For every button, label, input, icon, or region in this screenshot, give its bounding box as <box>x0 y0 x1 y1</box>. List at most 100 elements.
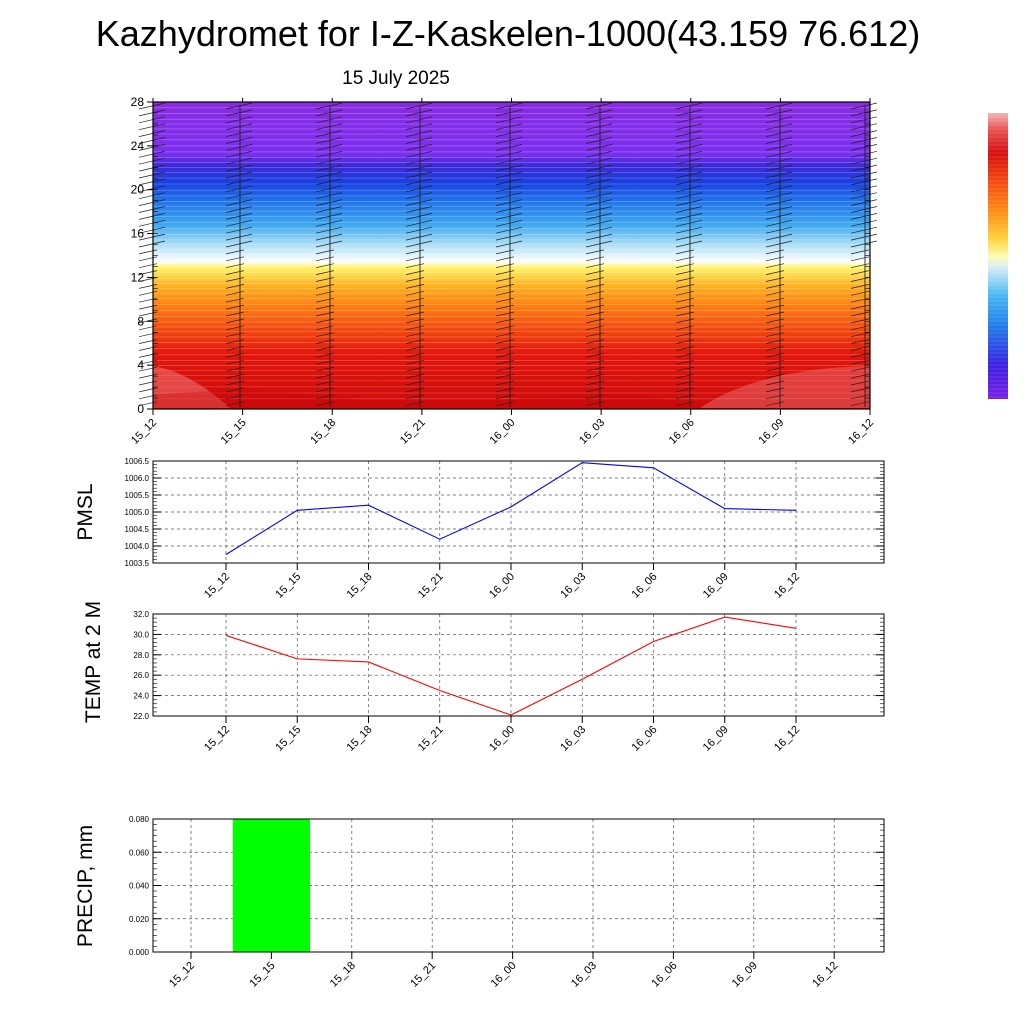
barb-flag <box>315 394 335 400</box>
barb-flag <box>225 178 253 186</box>
barb-flag <box>675 157 703 165</box>
barb-flag <box>585 277 605 282</box>
barb-flag <box>850 185 878 193</box>
barb-flag <box>225 137 253 144</box>
barb-flag <box>765 318 785 324</box>
barb-flag <box>405 102 433 110</box>
temperature-profile-y-axis: 0 4 8 12 16 20 24 28 <box>131 95 870 416</box>
pmsl-panel: 1003.5 1004.0 1004.5 1005.0 1005.5 1006.0 1006… <box>74 457 885 601</box>
barb-flag <box>315 150 343 158</box>
barb-flag <box>675 240 703 248</box>
barb-flag <box>675 346 695 351</box>
barb-flag <box>405 240 433 248</box>
barb-flag <box>585 226 613 234</box>
barb-flag <box>495 380 515 386</box>
barb-flag <box>315 157 343 165</box>
barb-flag <box>138 226 166 234</box>
barb-flag <box>495 325 515 331</box>
barb-flag <box>138 332 158 338</box>
barb-flag <box>585 213 613 220</box>
barb-flag <box>585 150 613 158</box>
barb-flag <box>315 240 343 248</box>
barb-flag <box>850 144 878 151</box>
barb-flag <box>495 233 523 241</box>
barb-flag <box>225 144 253 151</box>
barb-flag <box>138 130 166 137</box>
barb-flag <box>675 304 695 310</box>
barb-flag <box>585 380 605 386</box>
y-tick-label: 28.0 <box>133 651 149 660</box>
barb-flag <box>225 213 253 220</box>
barb-flag <box>850 164 878 172</box>
barb-flag <box>850 226 878 234</box>
barb-flag <box>405 297 425 303</box>
barb-flag <box>405 178 433 186</box>
barb-flag <box>315 233 343 241</box>
barb-flag <box>675 373 695 379</box>
barb-flag <box>495 353 515 358</box>
barb-flag <box>138 359 158 365</box>
barb-flag <box>315 109 343 117</box>
barb-flag <box>138 192 166 200</box>
barb-flag <box>850 304 870 310</box>
barb-flag <box>675 178 703 186</box>
barb-flag <box>765 116 793 124</box>
barb-flag <box>675 256 695 262</box>
barb-flag <box>850 270 870 275</box>
barb-flag <box>765 226 793 234</box>
barb-flag <box>585 270 605 275</box>
x-tick-label: 15_12 <box>167 960 197 990</box>
barb-flag <box>405 123 433 131</box>
barb-flag <box>765 270 785 275</box>
barb-flag <box>850 192 878 200</box>
barb-flag <box>495 164 523 172</box>
barb-flag <box>315 373 335 379</box>
barb-flag <box>138 157 166 165</box>
barb-flag <box>315 171 343 179</box>
barb-flag <box>315 284 335 289</box>
barb-flag <box>225 297 245 303</box>
barb-flag <box>585 157 613 165</box>
barb-flag <box>225 130 253 137</box>
barb-flag <box>225 206 253 213</box>
barb-flag <box>405 219 433 227</box>
barb-flag <box>850 373 870 379</box>
y-tick-label: 0 <box>137 402 144 416</box>
barb-flag <box>315 213 343 220</box>
pmsl-x-axis: 15_12 15_15 15_18 15_21 16_00 16_03 16_06 16_09… <box>202 563 802 601</box>
barb-flag <box>405 263 425 269</box>
pmsl-y-axis: 1003.5 1004.0 1004.5 1005.0 1005.5 1006.0 1006… <box>125 457 884 568</box>
x-tick-label: 16_12 <box>846 417 876 447</box>
barb-flag <box>405 290 425 296</box>
barb-flag <box>850 311 870 317</box>
x-tick-label: 16_03 <box>558 571 588 601</box>
barb-flag <box>225 123 253 131</box>
barb-flag <box>405 199 433 206</box>
y-tick-label: 1003.5 <box>125 559 150 568</box>
barb-flag <box>675 359 695 365</box>
barb-flag <box>225 150 253 158</box>
barb-flag <box>495 297 515 303</box>
barb-flag <box>405 311 425 317</box>
barb-flag <box>315 311 335 317</box>
barb-flag <box>585 284 605 289</box>
barb-flag <box>138 116 166 124</box>
barb-flag <box>765 297 785 303</box>
x-tick-label: 15_18 <box>345 571 375 601</box>
barb-flag <box>315 263 335 269</box>
barb-flag <box>315 325 335 331</box>
x-tick-label: 16_09 <box>701 571 731 601</box>
barb-flag <box>675 164 703 172</box>
y-tick-label: 0.020 <box>129 915 150 924</box>
barb-flag <box>495 318 515 324</box>
wind-barbs <box>138 102 878 407</box>
barb-flag <box>765 339 785 344</box>
x-tick-label: 16_03 <box>577 417 607 447</box>
x-tick-label: 15_15 <box>219 417 249 447</box>
barb-flag <box>585 346 605 351</box>
barb-flag <box>675 311 695 317</box>
barb-flag <box>405 284 425 289</box>
barb-flag <box>138 290 158 296</box>
barb-flag <box>850 394 870 400</box>
